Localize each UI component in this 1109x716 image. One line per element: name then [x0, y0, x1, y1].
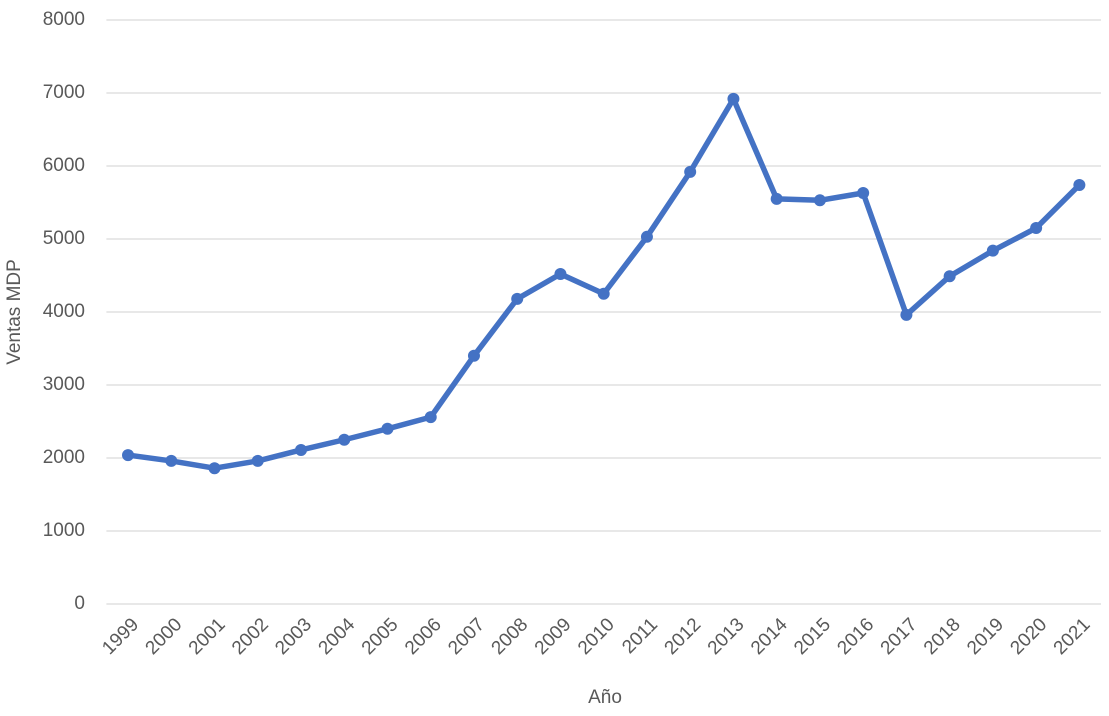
y-tick-label: 0: [74, 593, 85, 614]
x-tick-label: 2019: [963, 614, 1008, 659]
x-tick-label: 2013: [704, 614, 749, 659]
data-point: [770, 192, 783, 205]
x-tick-label: 1999: [98, 614, 143, 659]
data-point: [511, 292, 524, 305]
x-tick-label: 2017: [877, 614, 922, 659]
x-tick-label: 2016: [833, 614, 878, 659]
data-point: [1073, 178, 1086, 191]
data-point: [727, 92, 740, 105]
y-tick-label: 8000: [43, 9, 85, 30]
data-point: [684, 165, 697, 178]
data-point: [857, 187, 870, 200]
data-point: [294, 443, 307, 456]
x-tick-label: 2002: [228, 614, 273, 659]
x-tick-label: 2001: [185, 614, 230, 659]
data-point: [338, 433, 351, 446]
x-tick-label: 2007: [444, 614, 489, 659]
data-point: [943, 270, 956, 283]
x-tick-label: 2003: [271, 614, 316, 659]
data-point: [1030, 222, 1043, 235]
x-tick-label: 2008: [488, 614, 533, 659]
data-point: [251, 454, 264, 467]
data-point: [467, 349, 480, 362]
y-tick-label: 3000: [43, 374, 85, 395]
x-tick-label: 2014: [747, 614, 792, 659]
y-tick-label: 6000: [43, 155, 85, 176]
x-tick-label: 2020: [1006, 614, 1051, 659]
data-point: [597, 287, 610, 300]
y-tick-label: 7000: [43, 82, 85, 103]
x-tick-label: 2000: [142, 614, 187, 659]
y-tick-label: 2000: [43, 447, 85, 468]
x-tick-label: 2012: [661, 614, 706, 659]
x-tick-label: 2018: [920, 614, 965, 659]
y-tick-label: 4000: [43, 301, 85, 322]
x-tick-label: 2015: [790, 614, 835, 659]
y-tick-label: 5000: [43, 228, 85, 249]
data-line: [127, 96, 1082, 471]
x-tick-label: 2010: [574, 614, 619, 659]
x-tick-label: 2006: [401, 614, 446, 659]
data-point: [900, 308, 913, 321]
y-tick-label: 1000: [43, 520, 85, 541]
data-point: [424, 411, 437, 424]
x-tick-label: 2021: [1050, 614, 1095, 659]
y-axis-title: Ventas MDP: [4, 259, 25, 365]
data-point: [208, 462, 221, 475]
x-tick-label: 2009: [531, 614, 576, 659]
x-tick-label: 2005: [358, 614, 403, 659]
data-point: [813, 194, 826, 207]
data-point: [986, 244, 999, 257]
data-point: [122, 449, 135, 462]
x-tick-label: 2011: [618, 614, 662, 658]
data-point: [554, 268, 567, 281]
data-point: [640, 230, 653, 243]
data-point: [165, 454, 178, 467]
data-point: [381, 422, 394, 435]
x-axis-title: Año: [588, 687, 622, 708]
x-tick-label: 2004: [315, 614, 360, 659]
